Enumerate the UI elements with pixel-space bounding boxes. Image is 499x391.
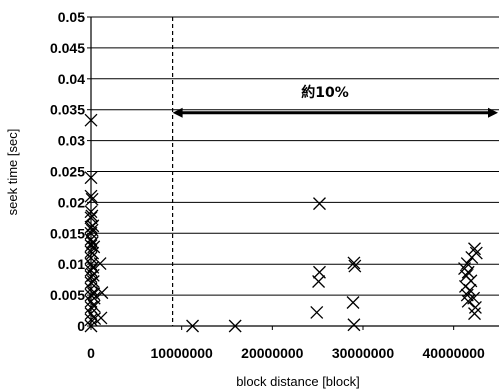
data-point — [95, 286, 109, 300]
data-point — [468, 307, 481, 321]
data-point — [93, 257, 107, 271]
y-tick-label: 0.035 — [50, 102, 85, 118]
x-tick-label: 30000000 — [332, 345, 395, 361]
y-tick-label: 0.02 — [58, 194, 85, 210]
x-tick-label: 0 — [87, 345, 95, 361]
y-axis-label: seek time [sec] — [5, 129, 20, 216]
data-point — [461, 294, 475, 308]
data-point — [86, 275, 100, 288]
y-tick-label: 0.015 — [50, 225, 85, 241]
data-point — [87, 287, 101, 301]
data-point — [85, 236, 99, 250]
y-tick-label: 0.025 — [50, 164, 85, 180]
data-points — [84, 113, 483, 333]
y-tick-label: 0.045 — [50, 40, 85, 56]
y-tick-label: 0.01 — [58, 256, 85, 272]
annotation-text: 約10% — [301, 84, 349, 101]
data-point — [313, 197, 326, 211]
data-point — [346, 296, 360, 309]
data-point — [348, 259, 362, 273]
data-point — [468, 242, 481, 256]
y-tick-label: 0.03 — [58, 133, 85, 149]
data-point — [85, 223, 99, 237]
data-point — [461, 265, 475, 279]
data-point — [85, 209, 99, 223]
data-point — [347, 256, 361, 270]
data-point — [85, 192, 99, 206]
x-tick-label: 40000000 — [423, 345, 486, 361]
data-point — [94, 311, 108, 325]
y-tick-label: 0.005 — [50, 287, 85, 303]
data-point — [465, 250, 479, 264]
y-tick-label: 0.05 — [58, 9, 85, 25]
x-tick-label: 20000000 — [241, 345, 304, 361]
axes — [90, 17, 499, 327]
y-axis-ticks: 0 0.005 0.01 0.015 0.02 0.025 0.03 0.035 0.04 0.0… — [50, 9, 91, 334]
data-point — [86, 268, 100, 282]
data-point — [468, 301, 482, 314]
grid-lines — [91, 16, 499, 296]
x-axis-label: block distance [block] — [236, 374, 360, 389]
data-point — [310, 305, 324, 319]
annotation-group: 約10% — [172, 84, 498, 118]
annotation-arrowhead-left — [172, 107, 183, 118]
x-axis-ticks: 0 10000000 20000000 30000000 40000000 — [87, 326, 485, 361]
y-tick-label: 0 — [77, 318, 85, 334]
data-point — [87, 291, 101, 305]
annotation-arrowhead-right — [488, 107, 498, 118]
data-point — [86, 219, 100, 233]
data-point — [87, 240, 101, 254]
data-point — [312, 275, 326, 288]
data-point — [347, 318, 361, 332]
y-tick-label: 0.04 — [58, 71, 85, 87]
x-tick-label: 10000000 — [151, 345, 214, 361]
